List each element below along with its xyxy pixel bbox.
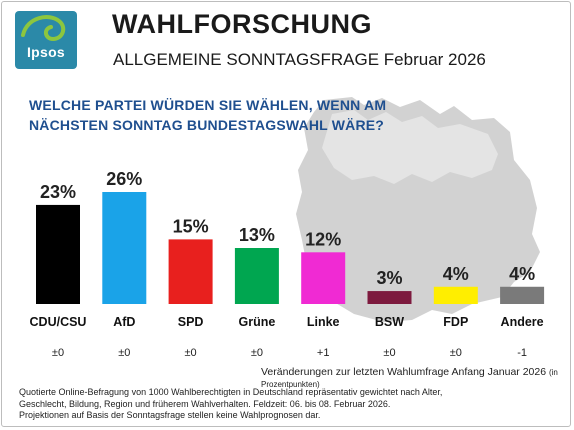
bar-value-label: 4% bbox=[509, 264, 535, 284]
germany-map-silhouette bbox=[296, 97, 540, 322]
page-title: WAHLFORSCHUNG bbox=[112, 9, 372, 39]
change-label: ±0 bbox=[185, 347, 197, 359]
category-label: CDU/CSU bbox=[30, 315, 87, 329]
bar-0 bbox=[36, 204, 80, 304]
change-label: ±0 bbox=[450, 347, 462, 359]
bar-chart: 23% CDU/CSU ±0 26% AfD ±0 15% SPD ±0 13% Grüne ±0 12… bbox=[30, 169, 545, 359]
change-label: +1 bbox=[317, 347, 330, 359]
bar-value-label: 12% bbox=[305, 229, 341, 249]
logo-text: Ipsos bbox=[26, 44, 66, 60]
methodology-line-3: Projektionen auf Basis der Sonntagsfrage… bbox=[19, 410, 321, 420]
category-label: SPD bbox=[178, 315, 204, 329]
category-label: AfD bbox=[113, 315, 135, 329]
category-label: Linke bbox=[307, 315, 340, 329]
page-subtitle: ALLGEMEINE SONNTAGSFRAGE Februar 2026 bbox=[113, 50, 486, 69]
change-label: ±0 bbox=[118, 347, 130, 359]
bar-5 bbox=[367, 291, 412, 304]
change-label: ±0 bbox=[383, 347, 395, 359]
change-label: ±0 bbox=[52, 347, 64, 359]
bar-value-label: 23% bbox=[40, 182, 76, 202]
bar-1 bbox=[102, 192, 147, 304]
bar-value-label: 4% bbox=[443, 264, 469, 284]
bar-2 bbox=[168, 239, 213, 304]
survey-question: WELCHE PARTEI WÜRDEN SIE WÄHLEN, WENN AM… bbox=[29, 97, 387, 133]
category-label: Grüne bbox=[238, 315, 275, 329]
change-footnote: Veränderungen zur letzten Wahlumfrage An… bbox=[261, 366, 570, 390]
footnote-unit: (in Prozentpunkten) bbox=[261, 368, 558, 389]
bar-value-label: 15% bbox=[173, 216, 209, 236]
bar-value-label: 26% bbox=[106, 169, 142, 189]
bar-value-label: 3% bbox=[376, 268, 402, 288]
ipsos-logo: Ipsos bbox=[15, 11, 77, 69]
methodology-line-2: Geschlecht, Bildung, Region und früherem… bbox=[19, 398, 391, 409]
bar-4 bbox=[301, 252, 346, 304]
ipsos-logo-swirl-icon bbox=[21, 15, 66, 42]
footnote-text: Veränderungen zur letzten Wahlumfrage An… bbox=[261, 366, 547, 378]
bar-value-label: 13% bbox=[239, 225, 275, 245]
bar-3 bbox=[234, 248, 279, 304]
category-label: BSW bbox=[375, 315, 404, 329]
bar-6 bbox=[433, 286, 478, 304]
methodology-line-1: Quotierte Online-Befragung von 1000 Wahl… bbox=[19, 387, 443, 397]
change-label: ±0 bbox=[251, 347, 263, 359]
change-label: -1 bbox=[517, 347, 527, 359]
category-label: FDP bbox=[443, 315, 468, 329]
bar-7 bbox=[500, 286, 545, 304]
methodology-note: Quotierte Online-Befragung von 1000 Wahl… bbox=[19, 387, 519, 422]
category-label: Andere bbox=[501, 315, 544, 329]
